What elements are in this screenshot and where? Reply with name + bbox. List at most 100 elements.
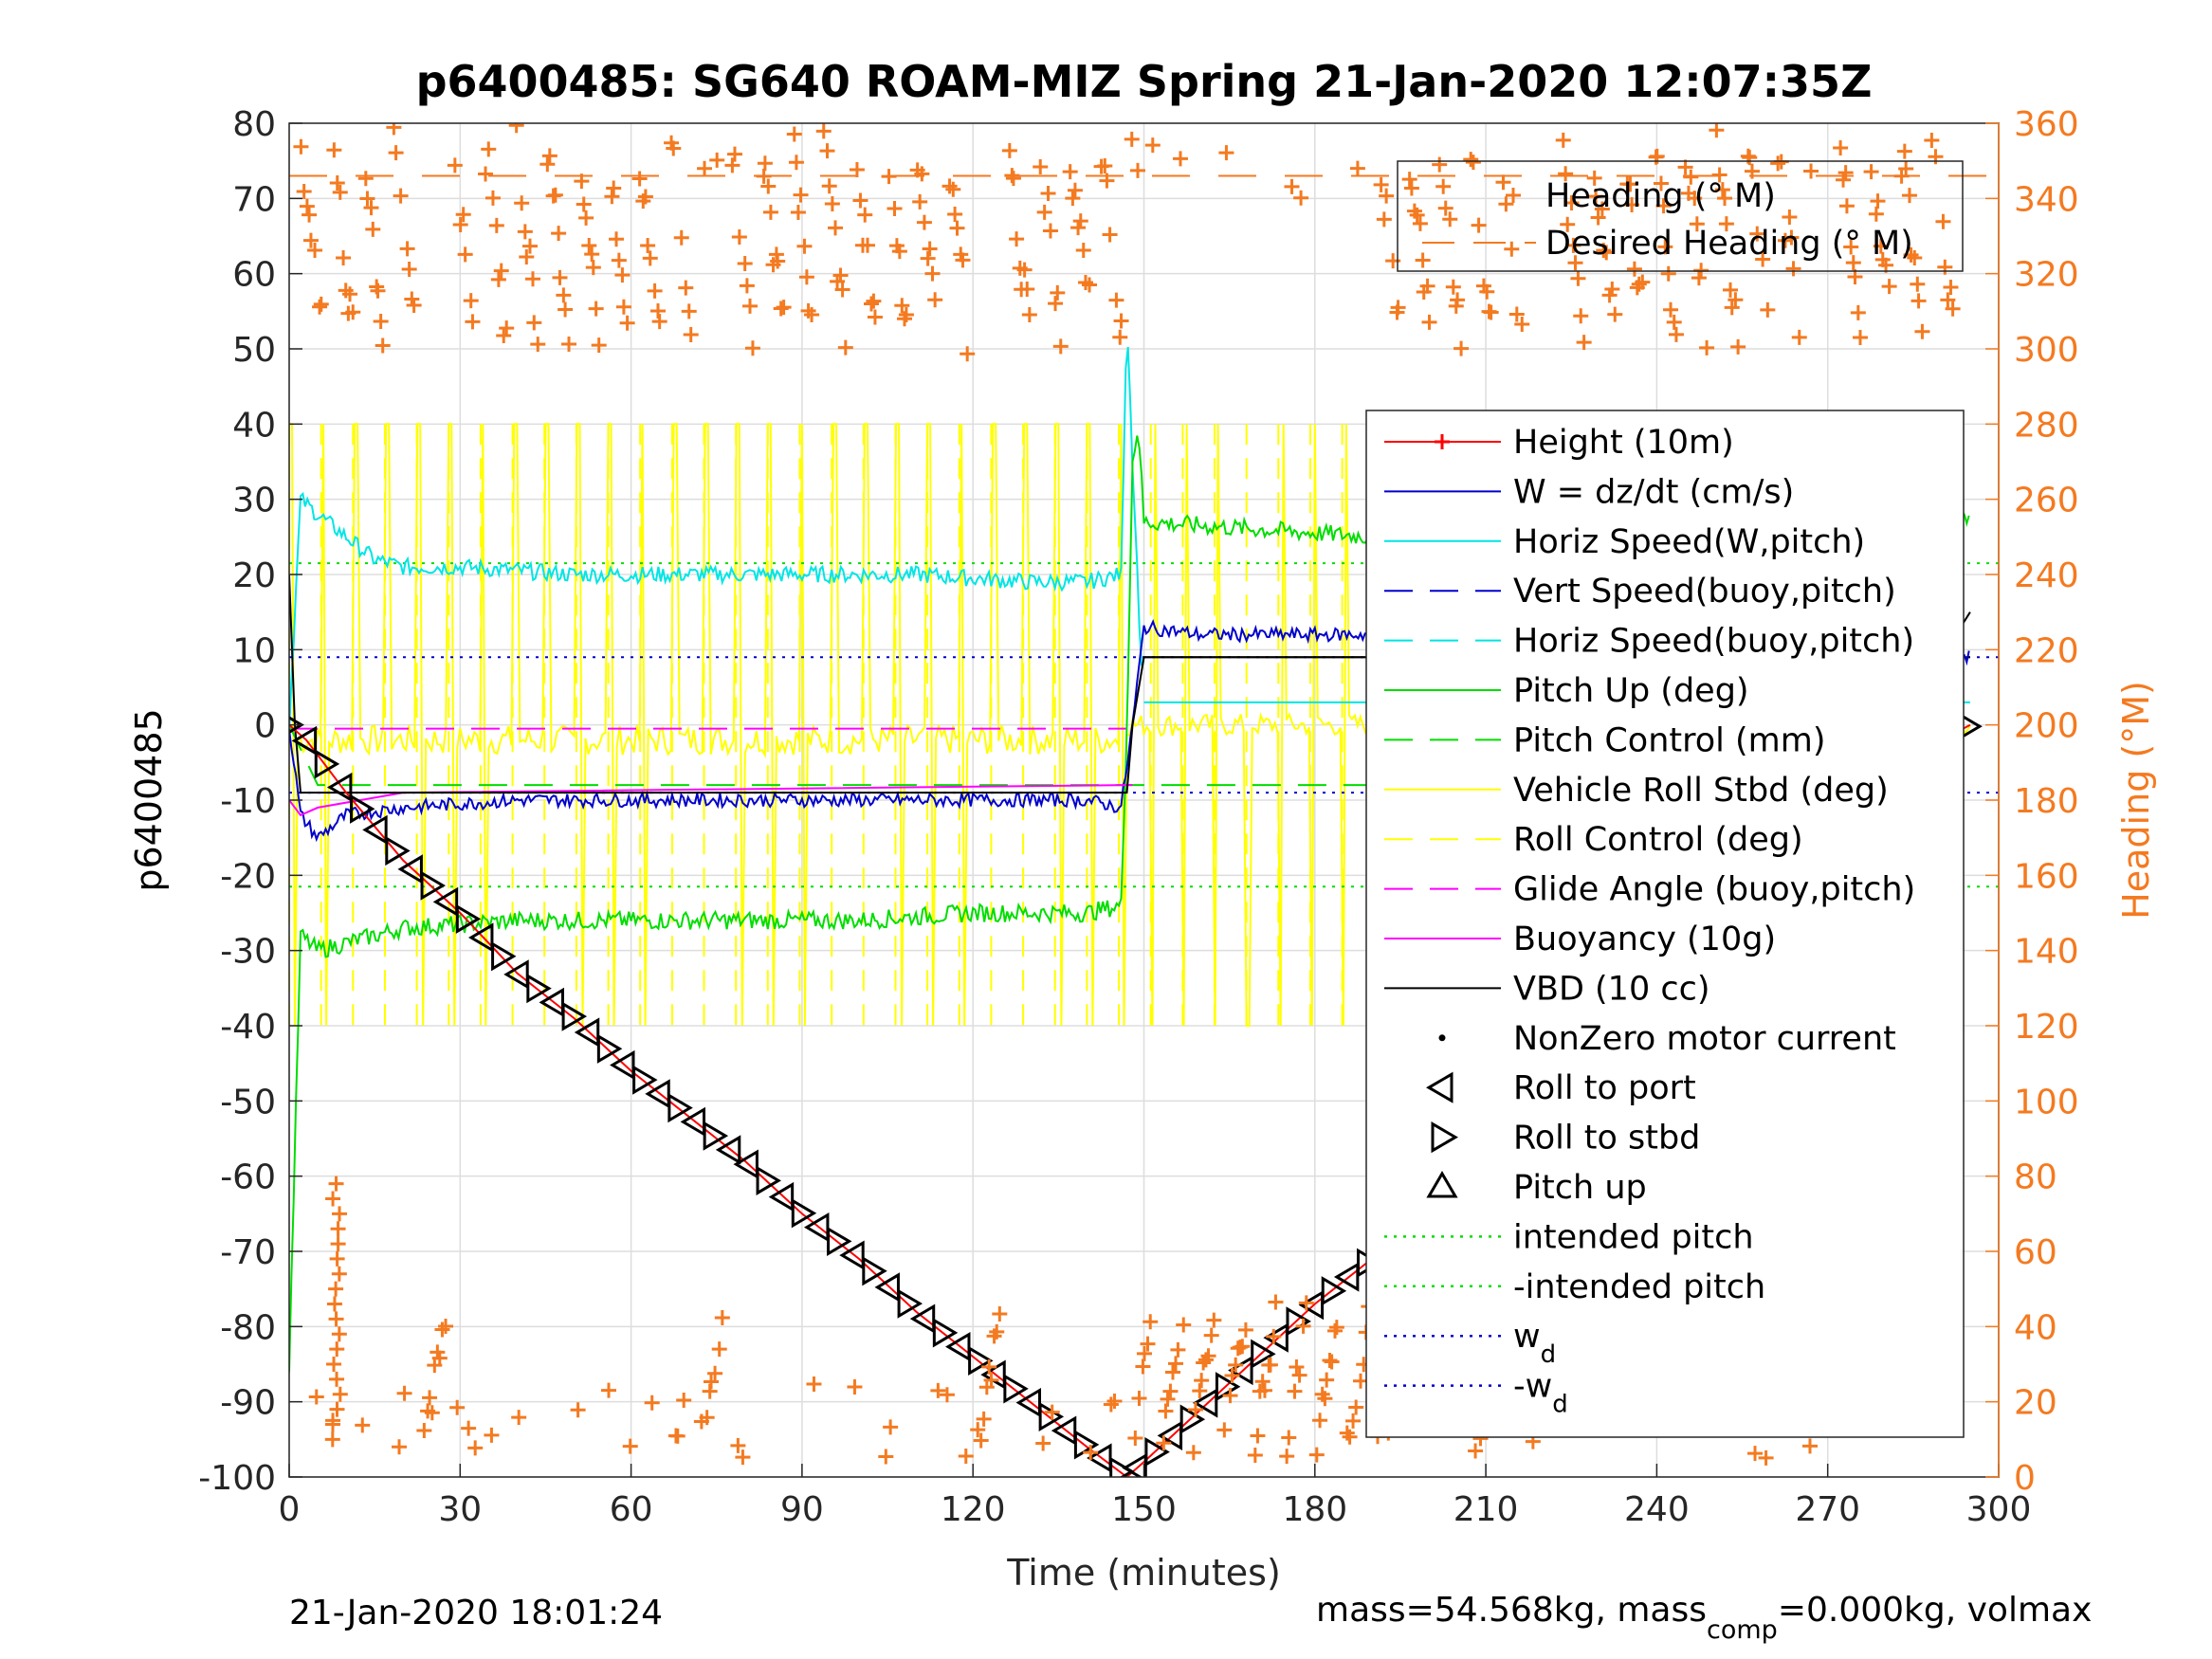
heading-marker	[619, 315, 635, 331]
heading-marker	[1106, 1393, 1123, 1409]
heading-marker	[1565, 237, 1581, 253]
heading-marker	[828, 220, 844, 236]
heading-marker	[524, 271, 540, 287]
heading-marker	[642, 250, 658, 266]
heading-marker	[606, 180, 622, 196]
heading-marker	[744, 340, 760, 356]
heading-marker	[1785, 261, 1801, 277]
roll-stbd-marker	[632, 1065, 658, 1095]
y2-tick-label: 60	[2014, 1233, 2057, 1272]
heading-marker	[1293, 190, 1309, 206]
heading-marker	[570, 1402, 586, 1418]
heading-marker	[1907, 249, 1923, 265]
y2-tick-label: 240	[2014, 556, 2079, 595]
heading-marker	[1158, 1403, 1174, 1419]
heading-marker	[1162, 1383, 1179, 1399]
heading-marker	[1558, 166, 1574, 182]
heading-marker	[1419, 278, 1435, 294]
heading-marker	[683, 326, 699, 342]
heading-marker	[373, 314, 389, 330]
heading-marker	[916, 214, 932, 230]
heading-marker	[1508, 306, 1525, 322]
heading-marker	[1194, 1373, 1210, 1389]
heading-marker	[1655, 198, 1672, 214]
roll-port-marker	[610, 1049, 635, 1081]
legend-main-label: Pitch Up (deg)	[1513, 672, 1749, 710]
legend-main-label: VBD (10 cc)	[1513, 970, 1710, 1008]
heading-marker	[1730, 338, 1746, 355]
y-tick-label: -10	[220, 782, 276, 821]
heading-marker	[1254, 1374, 1271, 1390]
chart-title: p6400485: SG640 ROAM-MIZ Spring 21-Jan-2…	[416, 56, 1873, 107]
heading-marker	[1373, 176, 1389, 192]
legend-main-sub: d	[1541, 1340, 1557, 1369]
heading-marker	[1782, 210, 1798, 226]
heading-marker	[912, 193, 928, 210]
heading-marker	[1495, 174, 1511, 191]
heading-marker	[1683, 169, 1699, 185]
y-tick-label: -100	[198, 1459, 276, 1498]
heading-marker	[1724, 300, 1740, 316]
heading-marker	[329, 1401, 345, 1417]
legend-main-label: Vert Speed(buoy,pitch)	[1513, 573, 1896, 611]
heading-marker	[1845, 255, 1861, 271]
heading-marker	[1234, 1339, 1251, 1355]
heading-marker	[806, 1376, 822, 1392]
roll-stbd-marker	[703, 1121, 729, 1151]
heading-marker	[1631, 276, 1647, 292]
x-tick-label: 0	[279, 1490, 301, 1529]
legend-main-text: Roll to stbd	[1513, 1120, 1700, 1158]
heading-marker	[330, 1221, 346, 1237]
y2-tick-label: 100	[2014, 1083, 2079, 1121]
y2-tick-label: 20	[2014, 1384, 2057, 1423]
legend-triangle	[1426, 1171, 1458, 1198]
heading-marker	[821, 178, 837, 194]
heading-marker	[1403, 180, 1419, 196]
heading-marker	[796, 238, 813, 254]
roll-port-marker	[733, 1149, 759, 1179]
heading-marker	[614, 267, 631, 283]
heading-marker	[521, 238, 538, 254]
heading-marker	[293, 138, 309, 155]
heading-marker	[1287, 1383, 1303, 1399]
heading-marker	[739, 278, 755, 294]
y-tick-label: -50	[220, 1083, 276, 1121]
heading-marker	[363, 200, 379, 216]
y-tick-label: 70	[232, 180, 276, 219]
heading-marker	[867, 309, 883, 325]
heading-marker	[370, 283, 386, 299]
heading-marker	[864, 296, 880, 312]
heading-marker	[328, 1281, 344, 1297]
roll-stbd-marker	[526, 974, 552, 1004]
roll-stbd-marker	[314, 749, 340, 779]
heading-marker	[786, 126, 802, 142]
heading-marker	[1228, 1357, 1244, 1373]
heading-marker	[970, 1422, 986, 1438]
heading-marker	[834, 282, 850, 298]
roll-stbd-marker	[862, 1256, 887, 1286]
heading-marker	[1863, 164, 1879, 180]
heading-marker	[1910, 293, 1927, 309]
heading-marker	[326, 1296, 342, 1312]
heading-marker	[737, 256, 753, 272]
heading-marker	[976, 1411, 992, 1427]
heading-marker	[1924, 133, 1940, 149]
heading-marker	[585, 260, 601, 276]
y2-tick-label: 40	[2014, 1308, 2057, 1347]
legend-heading-marker	[1506, 188, 1521, 203]
heading-marker	[1127, 1431, 1143, 1447]
heading-marker	[1327, 1322, 1344, 1339]
heading-marker	[399, 241, 415, 257]
heading-marker	[547, 187, 563, 203]
heading-marker	[493, 263, 509, 279]
heading-marker	[1036, 204, 1052, 220]
heading-marker	[484, 190, 501, 206]
heading-marker	[1588, 189, 1604, 205]
footer-mass: mass=54.568kg, mass	[1316, 1591, 1707, 1630]
heading-marker	[1170, 1341, 1186, 1358]
heading-marker	[1070, 220, 1087, 236]
heading-marker	[1124, 131, 1140, 147]
x-tick-label: 60	[610, 1490, 653, 1529]
heading-marker	[1284, 178, 1300, 194]
